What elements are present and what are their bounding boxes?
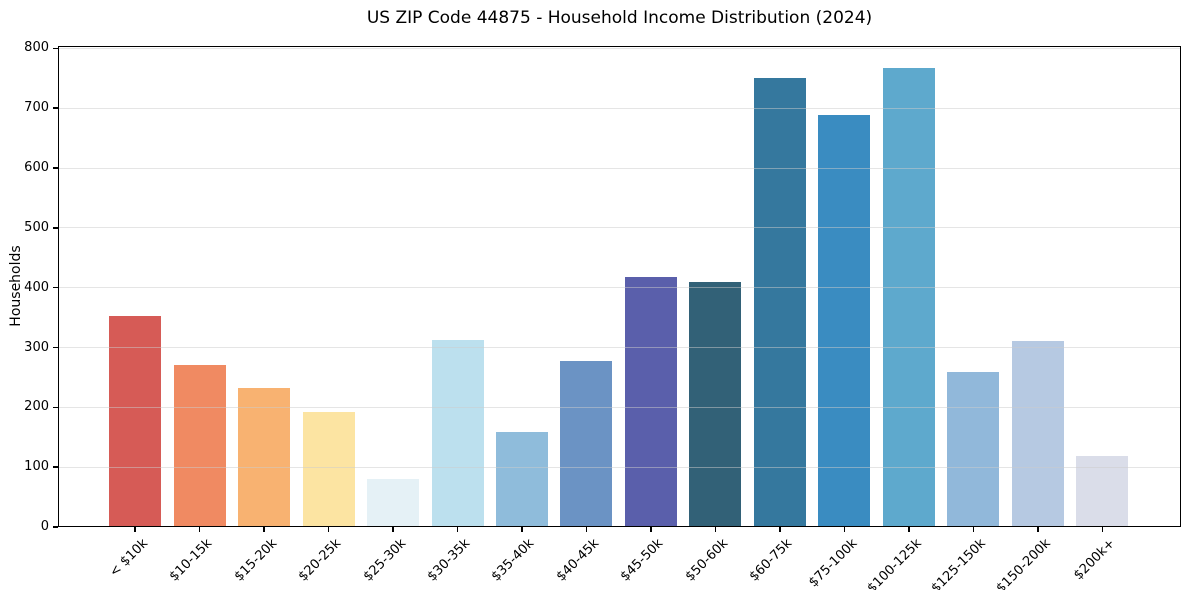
- x-tick-mark: [650, 527, 652, 532]
- x-tick-label-text: $10-15k: [166, 536, 216, 585]
- x-tick-label-text: < $10k: [106, 536, 151, 581]
- y-tick-mark: [53, 346, 58, 349]
- x-tick-mark: [972, 527, 975, 532]
- y-tick-label: 500: [24, 219, 49, 235]
- y-tick-label: 800: [24, 40, 49, 56]
- gridline: [58, 167, 1181, 169]
- x-tick-mark: [1037, 527, 1039, 532]
- y-tick-label: 700: [24, 100, 49, 116]
- y-tick-mark: [53, 526, 58, 528]
- y-tick-mark: [53, 286, 58, 289]
- x-tick-label-text: $25-30k: [360, 536, 409, 585]
- x-tick-label-text: $200k+: [1070, 536, 1118, 584]
- x-tick-label-text: $30-35k: [424, 536, 474, 585]
- x-tick-mark: [843, 527, 846, 532]
- bar: [947, 372, 1000, 527]
- bar: [624, 276, 677, 527]
- x-tick-label-text: $45-50k: [618, 536, 667, 585]
- chart-title: US ZIP Code 44875 - Household Income Dis…: [366, 8, 873, 28]
- x-tick-mark: [521, 527, 523, 532]
- x-tick-label-text: $100-125k: [864, 536, 925, 590]
- y-tick-mark: [53, 107, 58, 109]
- x-tick-label-text: $125-150k: [928, 536, 989, 590]
- bar: [238, 387, 291, 527]
- gridline: [58, 227, 1181, 229]
- x-tick-label-text: $150-200k: [993, 536, 1054, 590]
- gridline: [58, 107, 1181, 109]
- y-tick-mark: [53, 406, 58, 409]
- x-tick-label-text: $15-20k: [231, 536, 280, 585]
- y-tick-mark: [53, 227, 58, 229]
- bar: [302, 411, 355, 527]
- x-tick-label-text: $20-25k: [295, 536, 345, 585]
- y-tick-label: 0: [40, 519, 49, 534]
- x-tick-label-text: $35-40k: [489, 536, 538, 585]
- x-tick-mark: [392, 527, 394, 532]
- x-tick-label-text: $50-60k: [682, 536, 732, 585]
- y-tick-label: 400: [24, 279, 49, 295]
- x-tick-mark: [779, 527, 781, 532]
- x-tick-mark: [585, 527, 588, 532]
- x-tick-mark: [263, 527, 265, 532]
- bar: [689, 282, 742, 527]
- bar: [818, 115, 871, 527]
- x-tick-mark: [714, 527, 717, 532]
- y-tick-mark: [53, 47, 58, 50]
- bar: [496, 432, 549, 527]
- gridline: [58, 287, 1181, 289]
- y-tick-mark: [53, 466, 58, 468]
- gridline: [58, 466, 1181, 468]
- bar: [431, 339, 484, 527]
- gridline: [58, 47, 1181, 49]
- x-tick-label-text: $75-100k: [805, 536, 860, 590]
- y-tick-label: 200: [24, 399, 49, 415]
- bar: [560, 361, 613, 527]
- bar: [367, 478, 420, 527]
- x-tick-mark: [456, 527, 459, 532]
- y-tick-label: 300: [24, 339, 49, 355]
- x-tick-mark: [908, 527, 910, 532]
- bar: [109, 315, 162, 527]
- x-tick-label-text: $60-75k: [747, 536, 796, 585]
- gridline: [58, 406, 1181, 408]
- x-tick-mark: [198, 527, 201, 532]
- gridline: [58, 347, 1181, 349]
- bar: [1011, 340, 1064, 527]
- bar: [882, 68, 935, 527]
- x-tick-mark: [134, 527, 136, 532]
- x-tick-mark: [1101, 527, 1103, 532]
- y-tick-mark: [53, 167, 58, 169]
- y-tick-label: 600: [24, 160, 49, 176]
- bar: [753, 77, 806, 527]
- y-tick-label: 100: [24, 459, 49, 475]
- x-tick-label-text: $40-45k: [553, 536, 603, 585]
- x-tick-mark: [327, 527, 330, 532]
- bar: [173, 365, 226, 527]
